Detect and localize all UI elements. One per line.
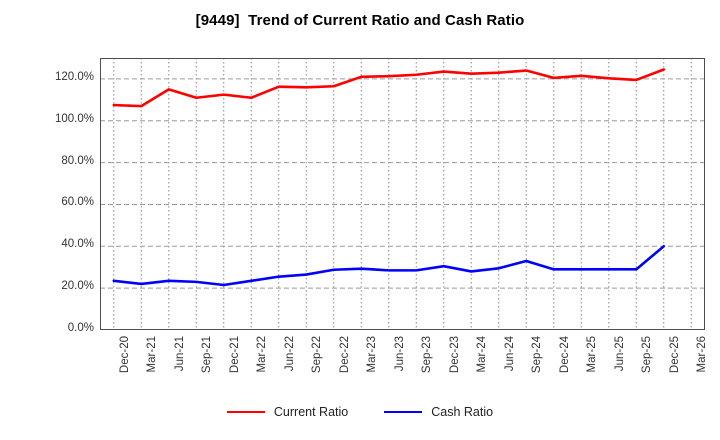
y-tick-label: 40.0% [61,238,94,251]
y-tick-label: 60.0% [61,196,94,209]
plot-area [100,58,705,330]
plot-border [100,58,705,330]
legend-swatch-current-ratio [226,411,265,413]
x-tick-label: Mar-24 [476,336,489,373]
legend-item-current-ratio: Current Ratio [226,405,349,419]
x-tick-label: Mar-23 [366,336,379,373]
x-tick-label: Sep-23 [421,336,434,374]
x-tick-label: Sep-24 [531,336,544,374]
x-tick-label: Mar-26 [696,336,709,373]
x-tick-label: Sep-22 [311,336,324,374]
legend-label-current-ratio: Current Ratio [273,405,349,419]
vertical-gridlines [113,58,692,330]
x-tick-label: Jun-22 [283,336,296,372]
series-line-cash-ratio [112,245,666,287]
y-tick-label: 120.0% [54,70,94,83]
x-tick-label: Sep-25 [641,336,654,374]
y-axis-labels: 0.0% 20.0% 40.0% 60.0% 80.0% 100.0% 120.0% [0,0,94,440]
y-tick-label: 100.0% [54,112,94,125]
x-tick-label: Sep-21 [201,336,214,374]
series-lines [112,68,666,287]
x-tick-label: Dec-22 [338,336,351,374]
x-tick-label: Dec-24 [558,336,571,374]
x-tick-label: Dec-23 [448,336,461,374]
legend-label-cash-ratio: Cash Ratio [431,405,494,419]
x-tick-label: Mar-25 [586,336,599,373]
x-tick-label: Mar-22 [256,336,269,373]
legend-swatch-cash-ratio [384,411,423,413]
chart-title: [9449] Trend of Current Ratio and Cash R… [195,12,525,29]
y-tick-label: 0.0% [67,322,94,334]
plot-svg [100,58,705,330]
x-tick-label: Jun-25 [613,336,626,372]
y-tick-label: 20.0% [61,280,94,293]
x-tick-label: Mar-21 [146,336,159,373]
x-tick-label: Dec-21 [228,336,241,374]
x-tick-label: Dec-20 [118,336,131,374]
chart-legend: Current Ratio Cash Ratio [0,405,720,419]
x-tick-label: Jun-21 [173,336,186,372]
legend-item-cash-ratio: Cash Ratio [384,405,493,419]
series-line-current-ratio [112,68,666,108]
x-tick-label: Dec-25 [668,336,681,374]
x-tick-label: Jun-24 [503,336,516,372]
y-tick-label: 80.0% [61,154,94,167]
x-tick-label: Jun-23 [393,336,406,372]
